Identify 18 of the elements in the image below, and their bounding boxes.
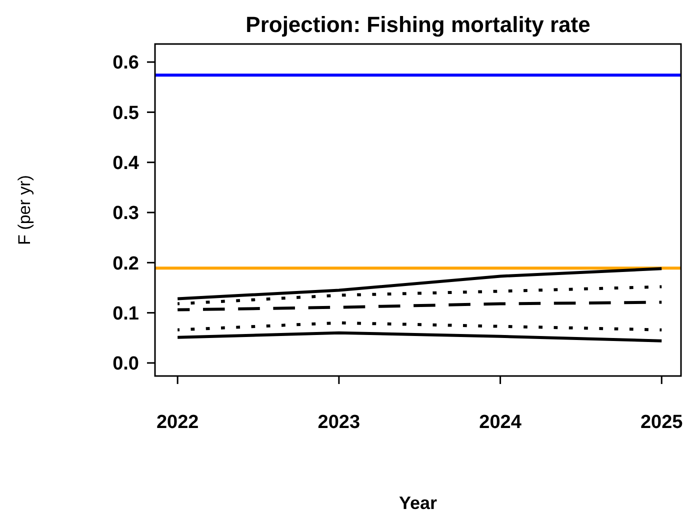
y-tick-label: 0.3 <box>112 203 139 224</box>
y-tick-label: 0.2 <box>112 253 139 274</box>
x-tick-label: 2023 <box>318 412 360 433</box>
x-tick-label: 2022 <box>156 412 199 433</box>
x-tick-label: 2024 <box>479 412 522 433</box>
y-axis-title: F (per yr) <box>15 175 34 245</box>
line-series <box>176 267 664 300</box>
y-tick-label: 0.4 <box>112 153 140 174</box>
x-tick-label: 2025 <box>640 412 684 433</box>
y-tick-label: 0.5 <box>112 102 140 124</box>
y-tick-label: 0.1 <box>112 303 140 324</box>
x-axis-title: Year <box>398 493 438 513</box>
line-series <box>176 285 664 306</box>
chart-title: Projection: Fishing mortality rate <box>246 12 590 37</box>
y-tick-label: 0.0 <box>112 354 139 375</box>
line-series <box>176 331 664 342</box>
line-series <box>176 300 664 312</box>
y-tick-label: 0.6 <box>112 52 139 74</box>
